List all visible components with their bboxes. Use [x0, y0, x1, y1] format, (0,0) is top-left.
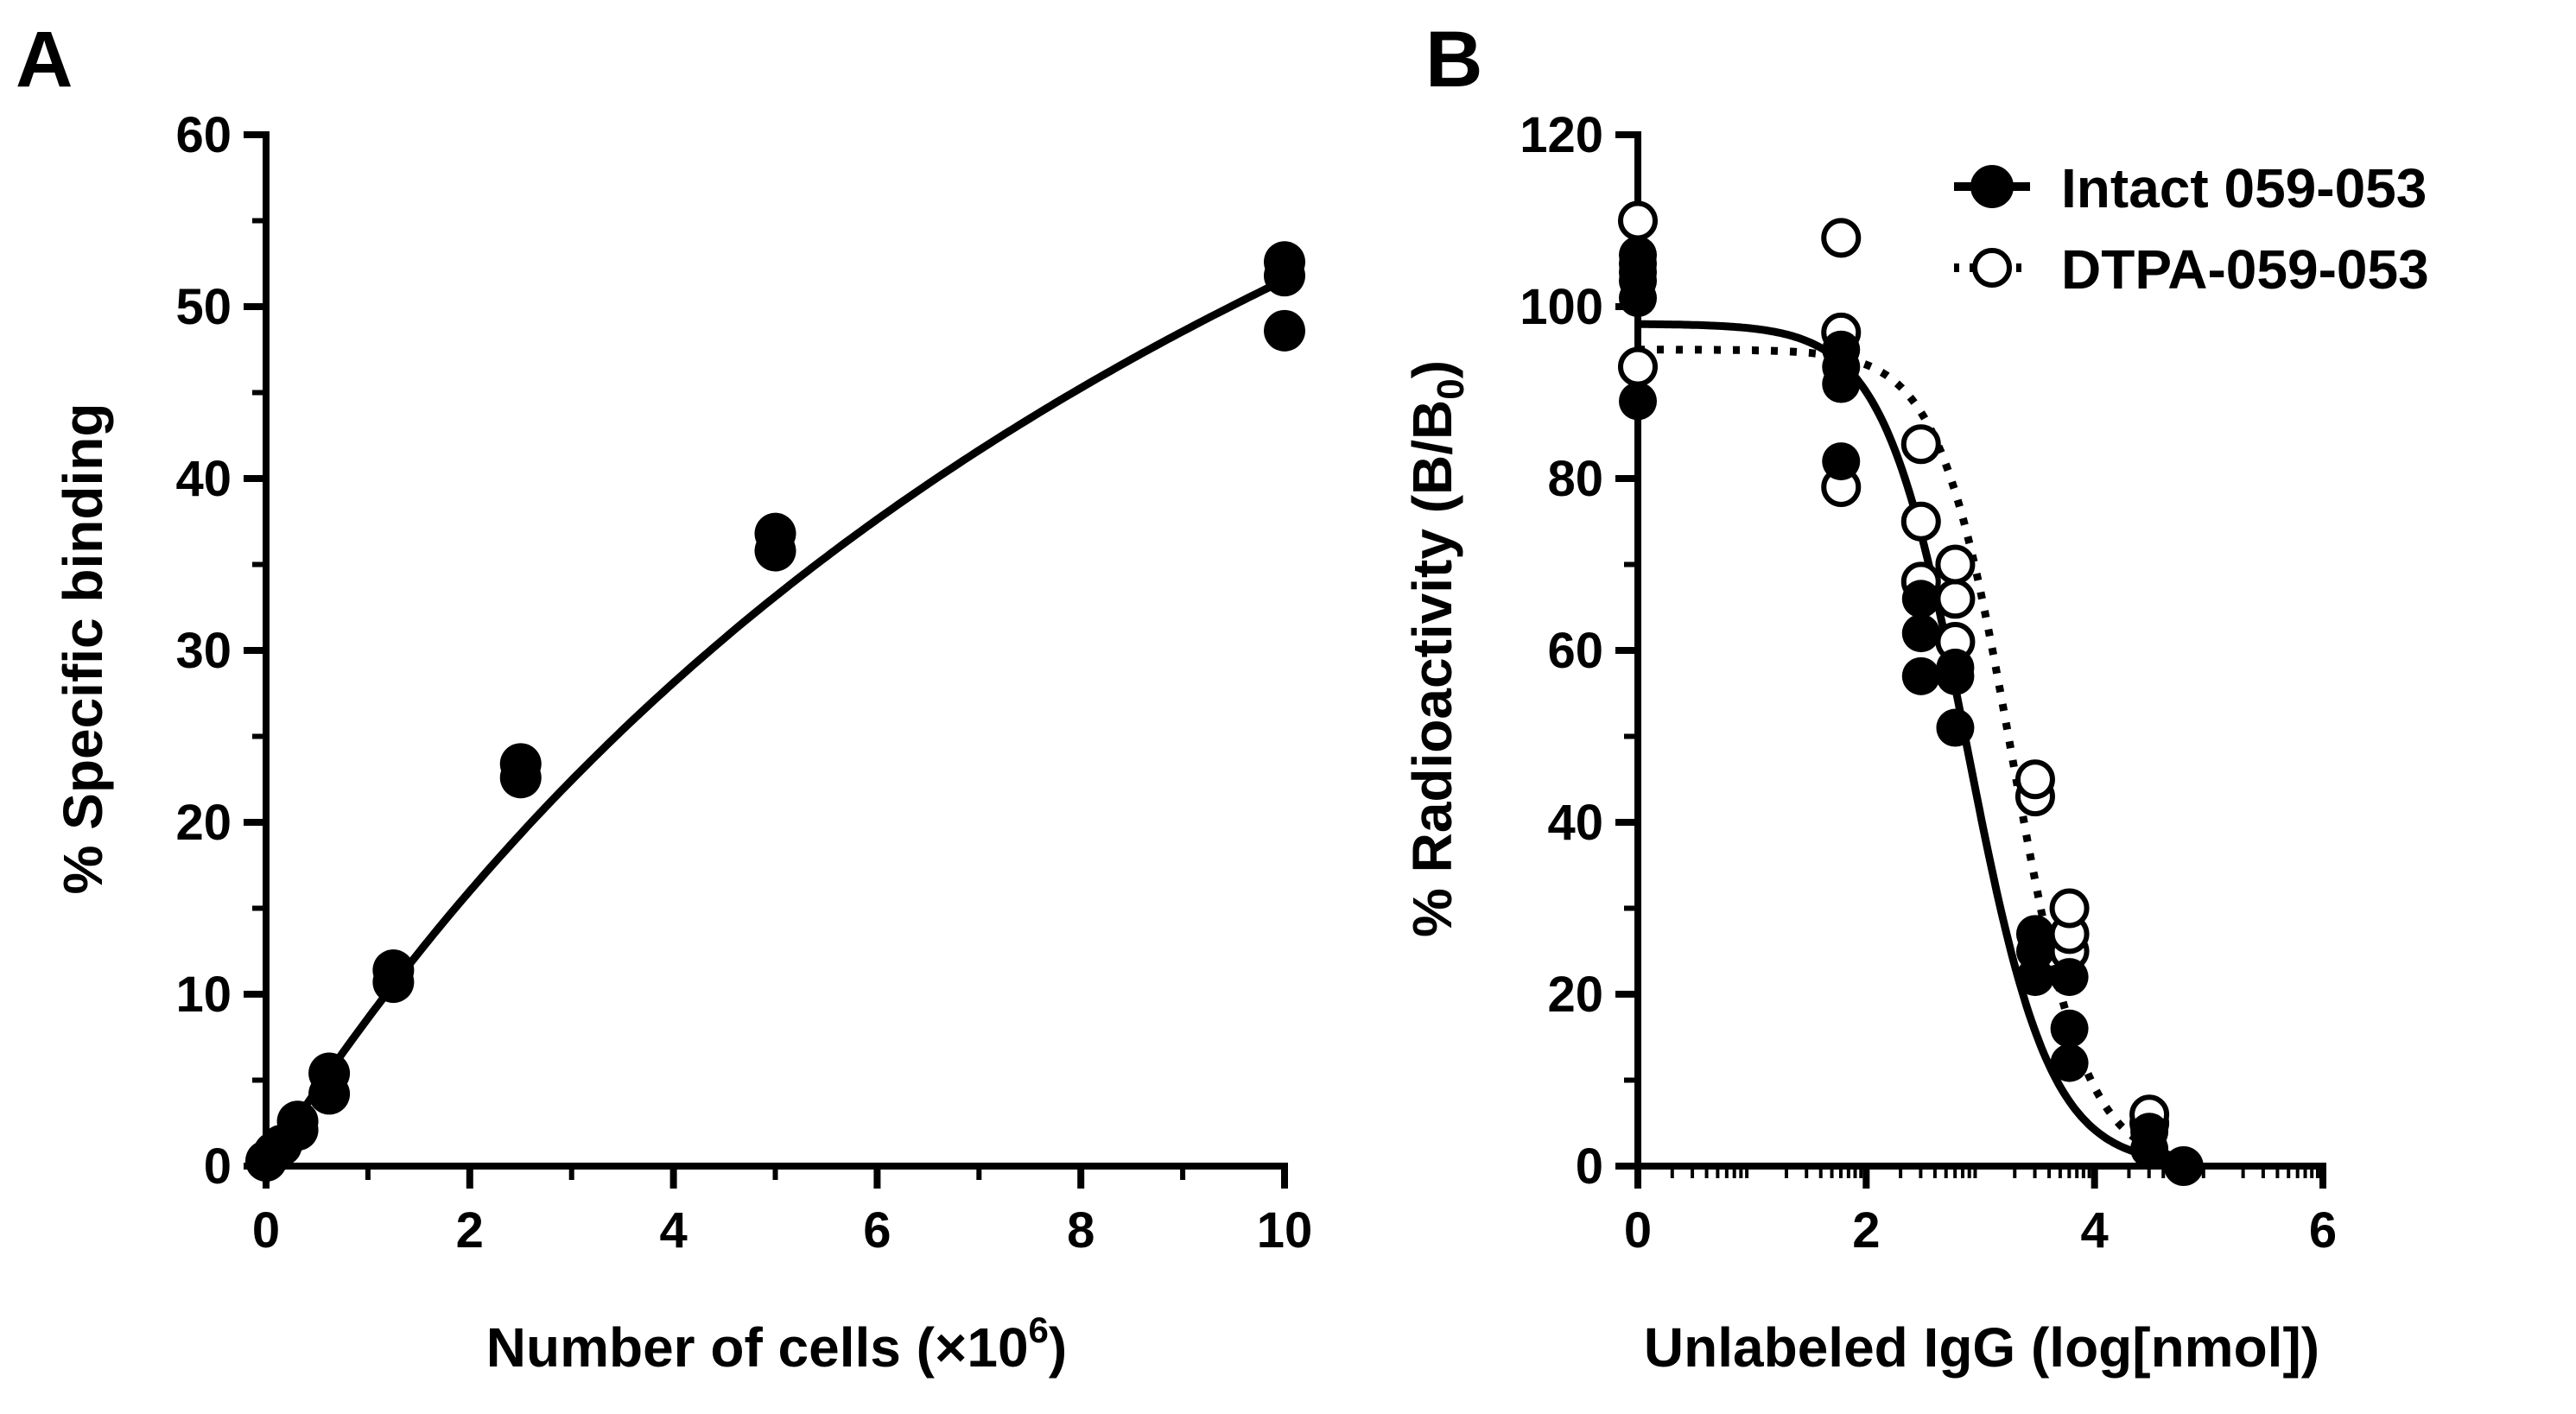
panel-b-data-point-dtpa [1618, 200, 1658, 241]
panel-a-data-point [754, 512, 796, 555]
panel-a-chart: 0 10 20 30 40 50 60 0 2 4 6 8 10 Number of cells (×1… [52, 107, 1312, 1379]
panel-b-y-tick-label: 60 [1547, 623, 1603, 679]
legend-item-intact: Intact 059-053 [1954, 157, 2427, 219]
legend: Intact 059-053 DTPA-059-053 [1954, 157, 2429, 301]
panel-a-y-tick-label: 10 [175, 967, 232, 1023]
panel-b-fit-curve-dtpa [1638, 346, 2187, 1164]
panel-b-y-axis-title-main: % Radioactivity (B/B [1401, 400, 1463, 937]
panel-a-data-point [276, 1100, 319, 1143]
panel-b-data-point-intact [1822, 330, 1861, 369]
panel-b-data-point-intact [1901, 614, 1940, 653]
panel-b-data-point-dtpa [1900, 501, 1941, 542]
panel-a-label: A [16, 16, 73, 104]
panel-a-y-tick-label: 30 [175, 623, 232, 679]
panel-b-y-axis-title-sub: 0 [1430, 378, 1472, 399]
panel-b-data-point-intact [2164, 1147, 2203, 1185]
panel-b-x-tick-label: 2 [1852, 1202, 1880, 1259]
panel-a-y-tick-label: 60 [175, 107, 232, 163]
panel-b-chart: 0 20 40 60 80 100 120 0 2 4 6 Unlabeled IgG (log[n… [1401, 107, 2429, 1379]
panel-b-data-point-dtpa [1935, 579, 1976, 619]
panel-b-data-point-intact [1822, 442, 1861, 481]
panel-a-data-point [308, 1052, 351, 1094]
panel-b-fit-curve-intact [1637, 320, 2186, 1166]
panel-a-y-tick-label: 20 [175, 795, 232, 851]
panel-b-y-tick-label: 40 [1547, 795, 1603, 851]
panel-a-y-tick-label: 0 [204, 1138, 232, 1195]
legend-item-dtpa: DTPA-059-053 [1954, 238, 2429, 301]
panel-a-x-tick-label: 8 [1067, 1202, 1094, 1259]
panel-a-x-axis-title-sup: 6 [1029, 1309, 1049, 1350]
panel-b-data-point-dtpa [1935, 544, 1976, 585]
panel-a-x-axis-title-end: ) [1049, 1316, 1067, 1379]
panel-b-data-point-intact [1901, 580, 1940, 618]
panel-a-x-tick-label: 2 [456, 1202, 484, 1259]
panel-b-y-axis-title: % Radioactivity (B/B0) [1401, 360, 1472, 937]
panel-b-x-axis-title: Unlabeled IgG (log[nmol]) [1644, 1316, 2319, 1379]
panel-b-data-point-intact [2015, 915, 2054, 954]
panel-b-data-point-dtpa [2014, 759, 2055, 800]
legend-label-dtpa: DTPA-059-053 [2061, 238, 2429, 301]
panel-a-x-axis-title-main: Number of cells (×10 [486, 1316, 1029, 1379]
panel-b-data-point-dtpa [1900, 424, 1941, 465]
legend-open-circle-marker [1972, 248, 2012, 288]
panel-a-y-axis-title: % Specific binding [52, 403, 114, 895]
panel-b-y-tick-label: 100 [1520, 279, 1603, 335]
panel-b-label: B [1425, 16, 1482, 104]
panel-b-data-point-dtpa [1618, 346, 1658, 387]
panel-b-data-point-intact [2130, 1113, 2169, 1151]
panel-a-x-tick-label: 4 [659, 1202, 687, 1259]
panel-b-y-tick-label: 20 [1547, 967, 1603, 1023]
panel-a-data-point [372, 949, 415, 992]
panel-a-x-axis-title: Number of cells (×106) [486, 1309, 1067, 1379]
panel-b-data-point-intact [1619, 236, 1657, 275]
panel-b-x-tick-label: 4 [2081, 1202, 2109, 1259]
panel-a-y-tick-label: 50 [175, 279, 232, 335]
panel-a-y-tick-label: 40 [175, 451, 232, 507]
panel-a-fit-curve [263, 276, 1286, 1169]
panel-b-data-point-intact [2050, 1043, 2089, 1082]
panel-b-data-point-intact [2050, 1009, 2089, 1048]
panel-b-data-point-intact [1936, 708, 1975, 747]
panel-b-x-tick-label: 6 [2309, 1202, 2337, 1259]
panel-b-data-point-dtpa [2049, 888, 2090, 929]
legend-filled-circle-marker [1970, 165, 2014, 208]
panel-b-y-axis-title-end: ) [1401, 360, 1463, 378]
panel-a-x-tick-label: 6 [863, 1202, 891, 1259]
panel-b-y-tick-label: 80 [1547, 451, 1603, 507]
panel-b-data-point-intact [2050, 958, 2089, 997]
panel-b-x-tick-label: 0 [1624, 1202, 1652, 1259]
panel-b-data-point-intact [1619, 382, 1657, 421]
panel-b-data-point-intact [1936, 648, 1975, 687]
panel-b-data-point-intact [1901, 656, 1940, 695]
panel-a-axes [263, 131, 1288, 1170]
panel-b-y-tick-label: 120 [1520, 107, 1603, 163]
panel-b-data-point-dtpa [1821, 218, 1862, 258]
panel-a-data-point [1264, 241, 1305, 283]
panel-b-y-tick-label: 0 [1576, 1138, 1603, 1195]
panel-a-x-tick-label: 10 [1257, 1202, 1313, 1259]
panel-a-data-point [499, 743, 542, 785]
panel-a-x-tick-label: 0 [252, 1202, 280, 1259]
legend-label-intact: Intact 059-053 [2061, 157, 2427, 219]
panel-a-data-point [1264, 309, 1305, 352]
